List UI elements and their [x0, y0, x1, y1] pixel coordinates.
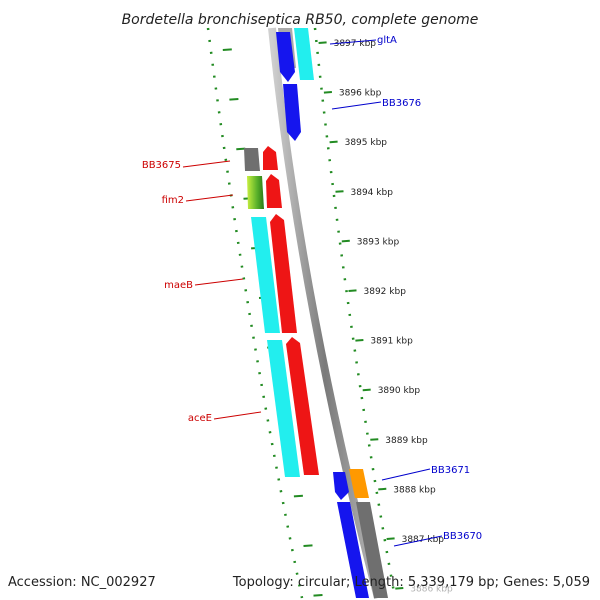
gene-fim2[interactable] [247, 174, 282, 209]
gene-BB3671-blue[interactable] [333, 472, 349, 500]
right-major-tick [386, 537, 395, 540]
tick-label: 3894 kbp [351, 188, 394, 198]
tick-label: 3896 kbp [339, 89, 382, 99]
right-major-tick [341, 239, 350, 243]
gene-label-BB3676[interactable]: BB3676 [382, 98, 421, 109]
right-major-tick [323, 91, 332, 94]
tick-label: 3886 kbp [410, 585, 453, 595]
gene-label-BB3671[interactable]: BB3671 [431, 465, 470, 476]
gene-BB3671-orange[interactable] [349, 469, 369, 498]
gene-maeB[interactable] [251, 214, 297, 333]
BB3671-leader [381, 468, 431, 481]
maeB-leader [194, 278, 244, 286]
tick-label: 3893 kbp [357, 237, 400, 247]
gene-aceE-red[interactable] [286, 337, 319, 475]
left-major-tick [222, 48, 232, 51]
gene-gltA-region[interactable] [276, 28, 314, 82]
gene-BB3670-gray[interactable] [356, 502, 388, 598]
right-major-tick [362, 388, 371, 392]
left-major-tick [236, 147, 246, 151]
gene-fim2-green[interactable] [247, 176, 264, 209]
fim2-leader [185, 194, 234, 202]
gene-BB3676[interactable] [283, 84, 301, 141]
gene-BB3675[interactable] [244, 146, 278, 171]
tick-label: 3890 kbp [378, 386, 421, 396]
left-major-tick [229, 98, 239, 101]
gene-aceE[interactable] [267, 337, 319, 477]
summary-text: Topology: circular; Length: 5,339,179 bp… [232, 575, 590, 590]
right-major-tick [395, 587, 404, 590]
tick-label: 3891 kbp [370, 337, 413, 347]
gene-maeB-cyan[interactable] [251, 217, 280, 333]
gene-label-gltA[interactable]: gltA [377, 35, 397, 46]
gene-labels-left: BB3675 fim2 maeB aceE [142, 160, 262, 424]
tick-label: 3897 kbp [334, 39, 377, 49]
gene-label-BB3670[interactable]: BB3670 [443, 531, 482, 542]
left-major-tick [313, 594, 323, 597]
right-major-ticks [318, 41, 404, 590]
left-major-tick [303, 544, 313, 547]
gene-fim2-red[interactable] [266, 174, 282, 208]
gene-labels-right: gltA BB3676 BB3671 BB3670 [329, 35, 482, 547]
aceE-leader [213, 411, 262, 420]
right-major-tick [348, 289, 357, 292]
right-major-tick [329, 140, 338, 144]
right-major-tick [318, 41, 327, 44]
gene-label-BB3675[interactable]: BB3675 [142, 160, 181, 171]
gene-BB3671[interactable] [333, 469, 369, 500]
right-major-tick [335, 190, 344, 193]
gene-gltA-blue[interactable] [276, 32, 295, 82]
gltA-leader [329, 39, 377, 45]
gene-BB3675-gray[interactable] [244, 148, 260, 171]
gene-BB3670[interactable] [337, 502, 388, 598]
genome-backbone [268, 27, 382, 600]
BB3675-leader [182, 160, 231, 168]
tick-label: 3888 kbp [393, 485, 436, 495]
gene-maeB-red[interactable] [270, 214, 297, 333]
gene-BB3670-blue[interactable] [337, 502, 369, 598]
right-major-tick [355, 339, 364, 342]
gene-label-maeB[interactable]: maeB [164, 280, 193, 291]
right-major-tick [378, 487, 387, 491]
BB3676-leader [331, 101, 382, 110]
tick-label: 3895 kbp [345, 138, 388, 148]
gene-BB3675-red[interactable] [263, 146, 278, 170]
accession-text: Accession: NC_002927 [8, 575, 156, 590]
gene-BB3676-arrow[interactable] [283, 84, 301, 141]
right-major-tick [370, 438, 379, 441]
gene-gltA-cyan[interactable] [294, 28, 314, 80]
tick-label: 3889 kbp [385, 436, 428, 446]
tick-label: 3892 kbp [364, 287, 407, 297]
map-title: Bordetella bronchiseptica RB50, complete… [122, 12, 479, 28]
gene-aceE-cyan[interactable] [267, 340, 300, 477]
left-major-tick [293, 494, 303, 498]
BB3670-leader [393, 535, 443, 547]
gene-label-aceE[interactable]: aceE [188, 413, 212, 424]
gene-label-fim2[interactable]: fim2 [162, 195, 184, 206]
